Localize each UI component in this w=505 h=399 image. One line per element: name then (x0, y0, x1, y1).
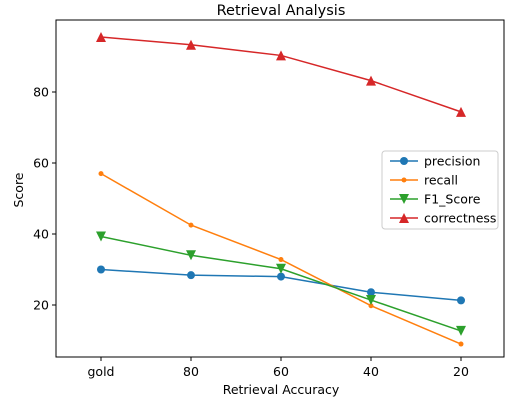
series-line (100, 36, 462, 113)
series-recall (98, 171, 464, 347)
legend-frame (381, 150, 499, 230)
legend-entry: F1_Score (390, 192, 481, 207)
data-point (187, 271, 195, 280)
legend: precision recall F1_Score correctness (381, 150, 499, 230)
x-tick-label: 80 (183, 364, 199, 379)
data-point (97, 265, 105, 274)
data-point (98, 171, 104, 177)
legend-label: correctness (424, 211, 496, 226)
x-axis-label: Retrieval Accuracy (223, 382, 340, 397)
legend-marker (399, 194, 409, 204)
series-line (100, 235, 462, 332)
data-point (188, 222, 194, 228)
y-tick-label: 20 (33, 298, 49, 313)
y-axis-label: Score (11, 172, 26, 207)
series-precision (97, 265, 465, 305)
legend-marker (399, 213, 409, 223)
data-point (457, 296, 465, 305)
legend-label: precision (424, 154, 480, 169)
x-axis-ticks: gold 80 60 40 20 (88, 357, 469, 379)
data-point (277, 272, 285, 281)
series-layer (96, 31, 466, 347)
x-tick-label: 20 (453, 364, 469, 379)
legend-label: recall (424, 173, 458, 188)
data-point (366, 75, 376, 86)
legend-marker (401, 177, 407, 183)
series-correctness (96, 31, 466, 117)
data-point (186, 250, 196, 261)
data-point (366, 295, 376, 306)
plot-area-frame (55, 19, 505, 358)
data-point (186, 39, 196, 50)
x-tick-label: 60 (273, 364, 289, 379)
data-point (367, 288, 375, 297)
data-point (276, 263, 286, 274)
data-point (276, 50, 286, 61)
y-tick-label: 80 (33, 85, 49, 100)
y-tick-label: 40 (33, 227, 49, 242)
data-point (368, 303, 374, 309)
chart-title: Retrieval Analysis (217, 3, 346, 19)
legend-entry: correctness (390, 211, 496, 226)
y-axis-ticks: 20 40 60 80 (33, 85, 56, 313)
legend-marker (400, 157, 408, 165)
legend-entry: precision (390, 154, 480, 169)
x-tick-label: 40 (363, 364, 379, 379)
series-f1-score (96, 231, 466, 336)
data-point (456, 106, 466, 117)
data-point (96, 31, 106, 42)
data-point (456, 325, 466, 336)
legend-entry: recall (390, 173, 458, 188)
y-tick-label: 60 (33, 156, 49, 171)
legend-label: F1_Score (424, 192, 481, 207)
data-point (96, 231, 106, 242)
x-tick-label: gold (88, 364, 115, 379)
data-point (278, 257, 284, 263)
data-point (458, 341, 464, 347)
